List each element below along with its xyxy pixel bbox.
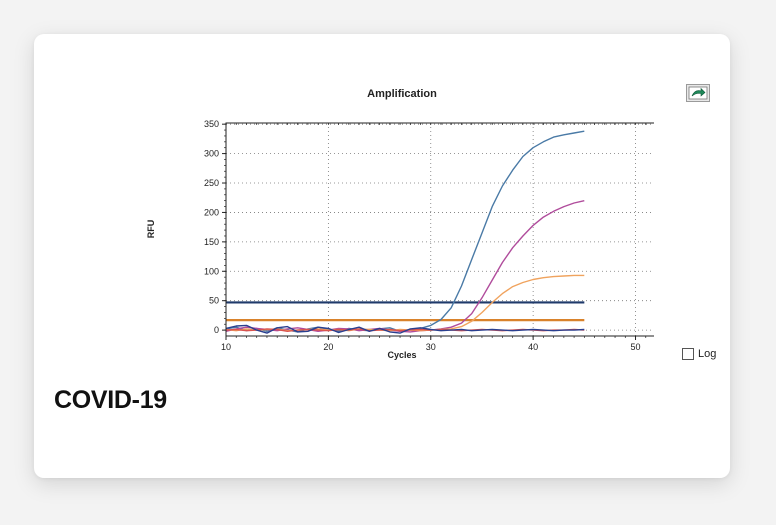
series-line[interactable] xyxy=(225,324,585,334)
x-axis-label: Cycles xyxy=(387,350,416,360)
log-scale-toggle[interactable]: Log xyxy=(682,348,716,360)
y-tick-label: 350 xyxy=(204,119,219,129)
y-tick-label: 0 xyxy=(214,325,219,335)
series-lines xyxy=(225,130,585,334)
threshold-lines xyxy=(226,301,585,322)
y-tick-label: 50 xyxy=(209,296,219,306)
export-arrow-icon xyxy=(688,86,708,100)
y-tick-label: 200 xyxy=(204,207,219,217)
series-line[interactable] xyxy=(225,200,585,333)
amplification-plot: Amplification 10 20 30 40 50 0 50 100 150 200 250 3… xyxy=(134,56,716,376)
y-tick-label: 100 xyxy=(204,266,219,276)
plot-frame xyxy=(225,122,654,337)
x-tick-label: 30 xyxy=(426,342,436,352)
grid xyxy=(226,123,654,336)
y-tick-label: 250 xyxy=(204,178,219,188)
y-tick-label: 150 xyxy=(204,237,219,247)
y-tick-label: 300 xyxy=(204,149,219,159)
x-tick-label: 10 xyxy=(221,342,231,352)
axis-ticks: 10 20 30 40 50 0 50 100 150 200 250 300 350 xyxy=(204,119,647,352)
x-tick-label: 20 xyxy=(323,342,333,352)
log-label: Log xyxy=(698,348,717,360)
log-checkbox[interactable] xyxy=(682,348,694,360)
x-tick-label: 50 xyxy=(631,342,641,352)
card-title: COVID-19 xyxy=(54,386,167,414)
y-axis-label: RFU xyxy=(146,220,156,239)
x-tick-label: 40 xyxy=(528,342,538,352)
amplification-chart-svg: Amplification 10 20 30 40 50 0 50 100 150 200 250 3… xyxy=(146,88,654,360)
export-chart-button[interactable] xyxy=(686,84,710,102)
chart-title: Amplification xyxy=(367,88,437,100)
covid-card: Amplification 10 20 30 40 50 0 50 100 150 200 250 3… xyxy=(34,34,730,478)
